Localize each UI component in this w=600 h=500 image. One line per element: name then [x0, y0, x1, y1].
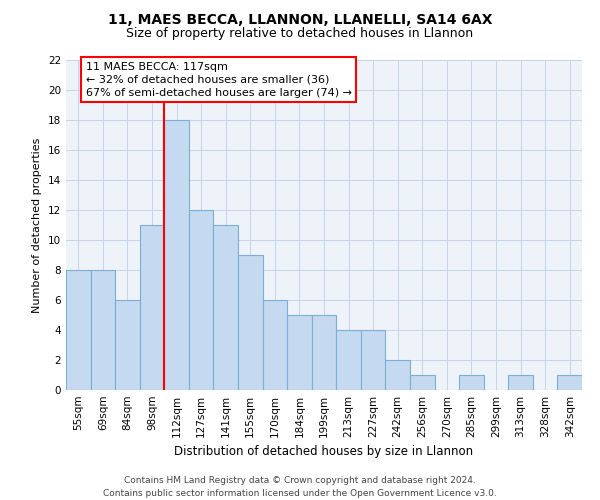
Text: 11, MAES BECCA, LLANNON, LLANELLI, SA14 6AX: 11, MAES BECCA, LLANNON, LLANELLI, SA14 … [108, 12, 492, 26]
Bar [164, 120, 189, 390]
Bar [263, 300, 287, 390]
Bar [508, 375, 533, 390]
Bar [115, 300, 140, 390]
X-axis label: Distribution of detached houses by size in Llannon: Distribution of detached houses by size … [175, 446, 473, 458]
Y-axis label: Number of detached properties: Number of detached properties [32, 138, 43, 312]
Bar [336, 330, 361, 390]
Text: Size of property relative to detached houses in Llannon: Size of property relative to detached ho… [127, 28, 473, 40]
Bar [91, 270, 115, 390]
Bar [557, 375, 582, 390]
Bar [287, 315, 312, 390]
Bar [459, 375, 484, 390]
Bar [140, 225, 164, 390]
Text: 11 MAES BECCA: 117sqm
← 32% of detached houses are smaller (36)
67% of semi-deta: 11 MAES BECCA: 117sqm ← 32% of detached … [86, 62, 352, 98]
Bar [214, 225, 238, 390]
Bar [66, 270, 91, 390]
Bar [312, 315, 336, 390]
Bar [238, 255, 263, 390]
Bar [410, 375, 434, 390]
Bar [385, 360, 410, 390]
Text: Contains HM Land Registry data © Crown copyright and database right 2024.
Contai: Contains HM Land Registry data © Crown c… [103, 476, 497, 498]
Bar [189, 210, 214, 390]
Bar [361, 330, 385, 390]
